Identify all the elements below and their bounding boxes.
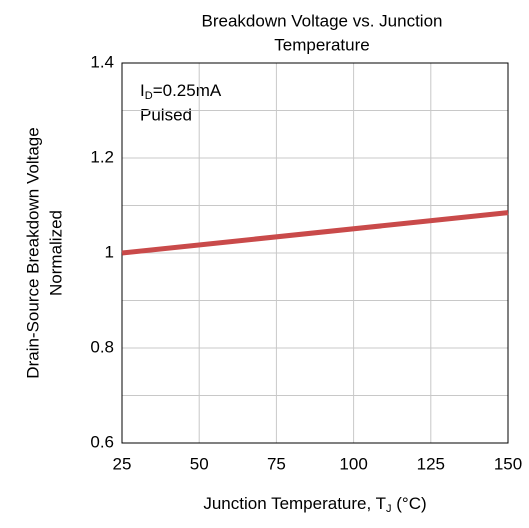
y-tick-label: 1.2 xyxy=(90,147,114,166)
annotation: Pulsed xyxy=(140,105,192,124)
chart-title: Breakdown Voltage vs. Junction xyxy=(202,11,443,30)
y-tick-label: 1.4 xyxy=(90,52,114,71)
y-axis-label: Normalized xyxy=(46,210,65,296)
data-line xyxy=(121,210,509,256)
y-axis-label: Drain-Source Breakdown Voltage xyxy=(23,127,42,378)
y-tick-label: 1 xyxy=(105,242,114,261)
y-tick-label: 0.8 xyxy=(90,337,114,356)
annotation: ID=0.25mA xyxy=(140,81,222,101)
y-tick-label: 0.6 xyxy=(90,432,114,451)
x-tick-label: 50 xyxy=(190,454,209,473)
x-axis-label: Junction Temperature, TJ (°C) xyxy=(203,494,426,514)
x-tick-label: 150 xyxy=(494,454,522,473)
x-tick-label: 75 xyxy=(267,454,286,473)
x-tick-label: 100 xyxy=(339,454,367,473)
x-tick-label: 25 xyxy=(113,454,132,473)
x-tick-label: 125 xyxy=(417,454,445,473)
chart-title: Temperature xyxy=(274,35,369,54)
